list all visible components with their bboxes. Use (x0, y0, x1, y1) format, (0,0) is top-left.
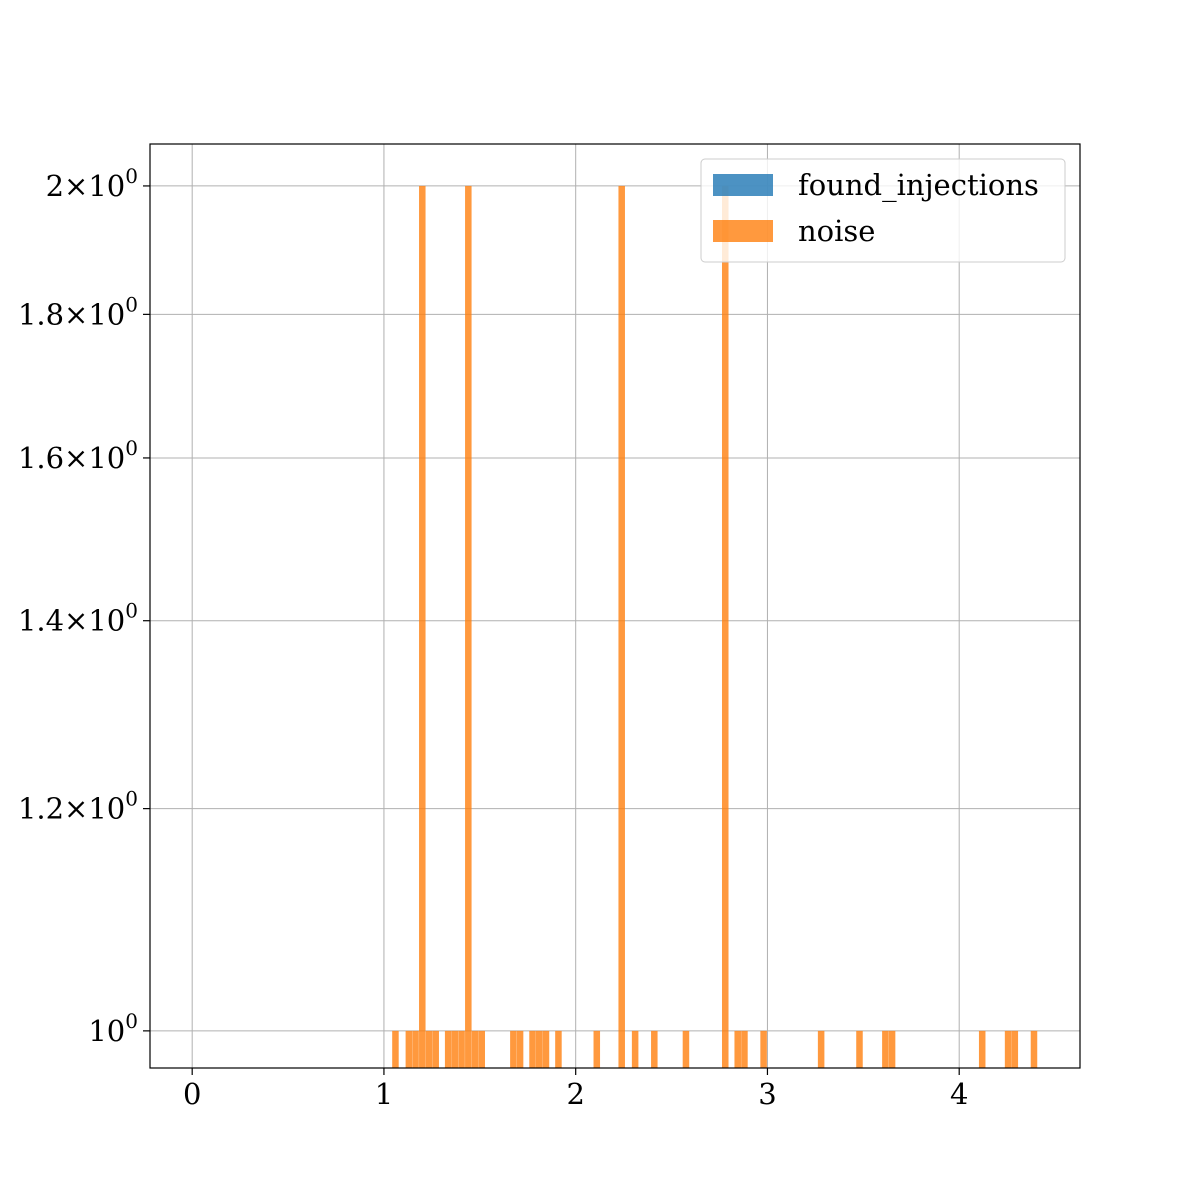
x-tick-label: 0 (183, 1077, 201, 1111)
histogram-bar-noise (760, 1030, 767, 1068)
histogram-bar-noise (405, 1030, 413, 1068)
histogram-bar-noise (741, 1030, 748, 1068)
histogram-bar-noise (529, 1030, 536, 1068)
histogram-bar-noise (516, 1030, 524, 1068)
plot-area-frame (149, 143, 1081, 1069)
histogram-bar-noise (1004, 1030, 1012, 1068)
histogram-bar-noise (425, 1030, 433, 1068)
histogram-bar-noise (478, 1030, 485, 1068)
histogram-bar-noise (451, 1030, 459, 1068)
histogram-bar-noise (510, 1030, 517, 1068)
histogram-bar-noise (542, 1030, 550, 1068)
histogram-bar-noise (419, 185, 426, 1068)
histogram-bar-noise (978, 1030, 986, 1068)
histogram-bar-noise (392, 1030, 399, 1068)
histogram-bar-noise (535, 1030, 543, 1068)
x-tick-label: 1 (375, 1077, 393, 1111)
histogram-bar-noise (471, 1030, 479, 1068)
histogram-bar-noise (465, 185, 472, 1068)
histogram-bar-noise (432, 1030, 439, 1068)
histogram-bar-noise (888, 1030, 896, 1068)
y-tick-label: 2×100 (46, 164, 138, 203)
y-tick-label: 1.4×100 (18, 599, 138, 638)
y-tick-label: 100 (88, 1009, 138, 1048)
histogram-bar-noise (734, 1030, 741, 1068)
x-tick-label: 4 (950, 1077, 968, 1111)
y-tick-label: 1.2×100 (18, 787, 138, 826)
histogram-bars (392, 185, 1038, 1068)
histogram-bar-noise (444, 1030, 452, 1068)
histogram-bar-noise (721, 185, 729, 1068)
y-tick-label: 1.8×100 (18, 292, 138, 331)
histogram-bar-noise (593, 1030, 601, 1068)
histogram-bar-noise (555, 1030, 562, 1068)
histogram-bar-noise (882, 1030, 889, 1068)
histogram-bar-noise (1011, 1030, 1019, 1068)
histogram-bar-noise (458, 1030, 465, 1068)
histogram-bar-noise (651, 1030, 658, 1068)
legend-label-found_injections: found_injections (798, 168, 1039, 203)
legend-swatch-noise (713, 220, 773, 242)
histogram-bar-noise (856, 1030, 863, 1068)
histogram-bar-noise (618, 185, 625, 1068)
y-tick-label: 1.6×100 (18, 436, 138, 475)
legend-label-noise: noise (798, 214, 875, 248)
legend-swatch-found_injections (713, 174, 773, 196)
histogram-bar-noise (817, 1030, 825, 1068)
y-axis-ticks: 100 1.2×100 1.4×100 1.6×100 1.8×100 2×100 (18, 164, 150, 1048)
x-tick-label: 3 (758, 1077, 776, 1111)
histogram-bar-noise (1030, 1030, 1038, 1068)
x-axis-ticks: 0 1 2 3 4 (183, 1068, 968, 1111)
legend-box (700, 158, 1066, 263)
histogram-bar-noise (412, 1030, 419, 1068)
histogram-bar-noise (631, 1030, 639, 1068)
histogram-bar-noise (682, 1030, 690, 1068)
x-tick-label: 2 (566, 1077, 584, 1111)
